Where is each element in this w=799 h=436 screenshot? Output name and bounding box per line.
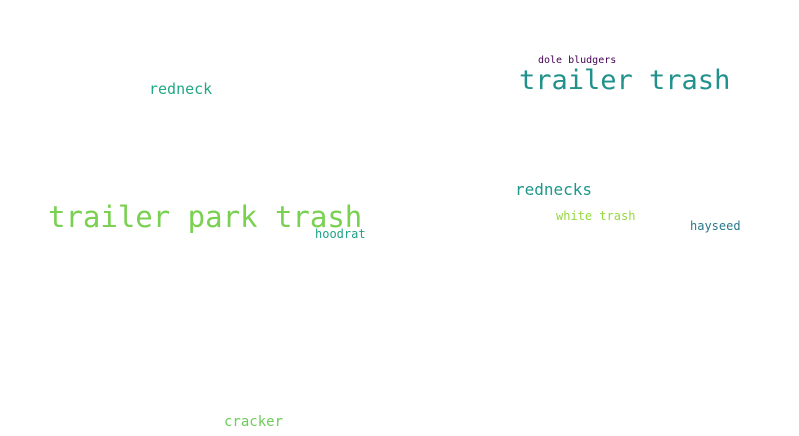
word-white-trash: white trash — [556, 209, 636, 223]
word-trailer-park-trash: trailer park trash — [48, 200, 363, 234]
word-dole-bludgers: dole bludgers — [538, 55, 617, 66]
word-rednecks: rednecks — [515, 180, 593, 199]
word-redneck: redneck — [149, 80, 213, 98]
word-hoodrat: hoodrat — [315, 227, 366, 241]
word-cracker: cracker — [224, 414, 284, 430]
word-hayseed: hayseed — [690, 219, 741, 233]
word-trailer-trash: trailer trash — [519, 65, 731, 96]
